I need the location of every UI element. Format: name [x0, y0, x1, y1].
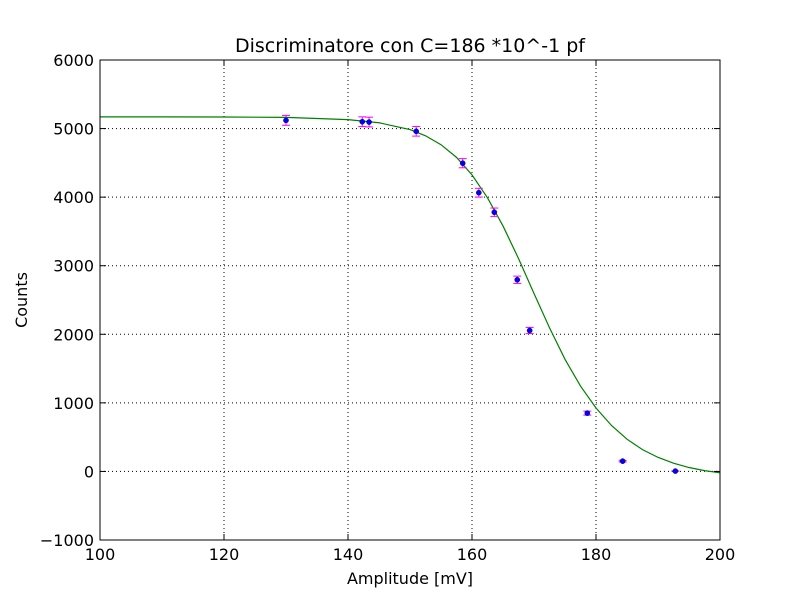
x-axis-title: Amplitude [mV]	[347, 569, 473, 588]
grid	[100, 60, 720, 540]
y-tick-label: 0	[84, 462, 94, 481]
data-point	[491, 209, 498, 216]
y-axis-title: Counts	[12, 272, 31, 328]
plot-frame	[99, 59, 721, 541]
y-tick-label: 3000	[53, 257, 94, 276]
data-point	[476, 189, 482, 196]
data-point	[359, 118, 366, 125]
x-tick-label: 200	[705, 545, 736, 564]
y-tick-label: 1000	[53, 394, 94, 413]
error-bars	[282, 114, 680, 472]
fit-curve	[100, 116, 721, 474]
data-point	[526, 327, 533, 334]
y-tick-label: 5000	[53, 120, 94, 139]
fit-curve-group	[100, 116, 721, 474]
data-point	[672, 468, 679, 474]
x-tick-label: 160	[457, 545, 488, 564]
x-tick-label: 140	[333, 545, 364, 564]
chart-title: Discriminatore con C=186 *10^-1 pf	[235, 35, 586, 57]
data-point	[366, 119, 372, 125]
x-tick-label: 100	[85, 545, 116, 564]
y-tick-label: 4000	[53, 188, 94, 207]
y-tick-label: 2000	[53, 325, 94, 344]
ticks: 100 120 140 160 180 200 −1000 0 1000 2000 3000 4000…	[40, 51, 735, 564]
data-point	[514, 276, 521, 283]
data-point	[413, 128, 420, 135]
data-point	[619, 458, 626, 464]
data-point	[584, 410, 591, 416]
x-tick-label: 180	[581, 545, 612, 564]
data-points	[283, 117, 679, 474]
data-point	[283, 117, 289, 124]
x-tick-label: 120	[209, 545, 240, 564]
y-tick-label: 6000	[53, 51, 94, 70]
y-tick-label: −1000	[40, 531, 94, 550]
data-point	[459, 160, 466, 166]
